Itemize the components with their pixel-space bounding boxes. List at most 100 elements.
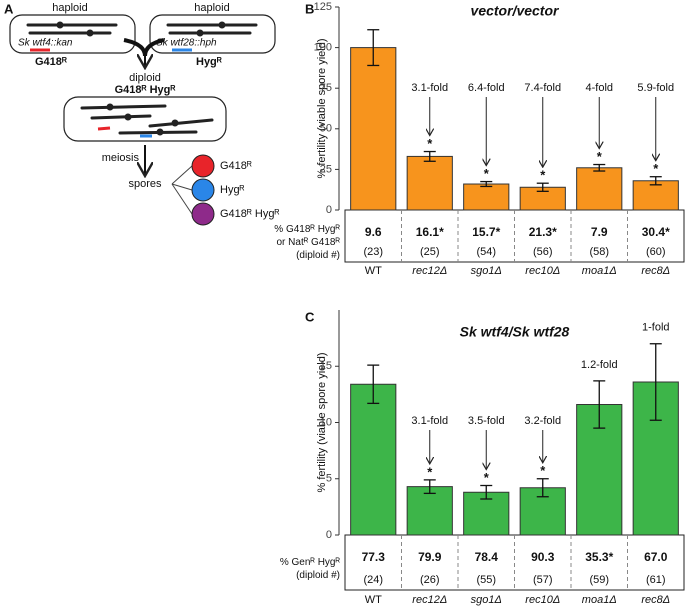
row-label: % Genᴿ Hygᴿ	[280, 557, 341, 568]
bar	[406, 486, 453, 536]
y-tick-label: 5	[326, 473, 332, 485]
row-label: (diploid #)	[296, 570, 340, 581]
table-count: (58)	[589, 246, 609, 258]
table-value: 79.9	[418, 550, 442, 564]
fold-label: 4-fold	[585, 82, 613, 94]
significance-star: *	[427, 136, 433, 151]
x-tick-label: WT	[365, 594, 382, 606]
step-label: meiosis	[102, 152, 140, 164]
diploid-markers: G418ᴿ Hygᴿ	[115, 84, 176, 96]
x-tick-label: rec10Δ	[525, 594, 560, 606]
fold-label: 3.5-fold	[468, 415, 505, 427]
significance-star: *	[597, 149, 603, 164]
table-value: 78.4	[475, 550, 499, 564]
cell-title: haploid	[194, 2, 229, 14]
fold-label: 3.1-fold	[411, 415, 448, 427]
table-count: (54)	[476, 246, 496, 258]
x-tick-label: moa1Δ	[582, 594, 617, 606]
diploid-title: diploid	[129, 72, 161, 84]
y-tick-label: 0	[326, 529, 332, 541]
legend-swatch	[191, 178, 215, 202]
bar	[576, 167, 623, 211]
y-tick-label: 100	[314, 42, 332, 54]
centromere	[106, 103, 114, 111]
table-count: (59)	[589, 574, 609, 586]
connector	[171, 165, 193, 185]
centromere	[124, 113, 132, 121]
table-value: 30.4*	[642, 225, 670, 239]
significance-star: *	[540, 463, 546, 478]
legend-label: G418ᴿ Hygᴿ	[220, 208, 279, 220]
y-tick-label: 10	[320, 416, 332, 428]
fold-label: 3.1-fold	[411, 82, 448, 94]
chromosome	[90, 114, 152, 120]
legend: G418ᴿ Hygᴿ G418ᴿ Hygᴿ	[191, 154, 279, 226]
fold-label: 3.2-fold	[524, 415, 561, 427]
fold-label: 6.4-fold	[468, 82, 505, 94]
table-count: (24)	[363, 574, 383, 586]
y-tick-label: 15	[320, 360, 332, 372]
x-tick-label: WT	[365, 265, 382, 277]
table-count: (57)	[533, 574, 553, 586]
significance-star: *	[427, 464, 433, 479]
diagram: A haploid Sk wtf4::kan G418ᴿ haploid Sk …	[4, 1, 279, 226]
table-value: 90.3	[531, 550, 555, 564]
bar	[350, 383, 397, 536]
bar	[406, 155, 453, 211]
marker-gene	[97, 126, 111, 131]
chromosome	[148, 118, 214, 128]
x-tick-label: rec12Δ	[412, 594, 447, 606]
marker-label: Hygᴿ	[196, 56, 222, 68]
row-label: or Natᴿ G418ᴿ	[277, 237, 341, 248]
significance-star: *	[484, 470, 490, 485]
table-count: (60)	[646, 246, 666, 258]
table-count: (26)	[420, 574, 440, 586]
table-count: (56)	[533, 246, 553, 258]
table-count: (55)	[476, 574, 496, 586]
fold-label: 1.2-fold	[581, 359, 618, 371]
table-count: (61)	[646, 574, 666, 586]
y-tick-label: 0	[326, 204, 332, 216]
gene-label: Sk wtf4::kan	[18, 38, 73, 49]
y-tick-label: 75	[320, 82, 332, 94]
legend-label: Hygᴿ	[220, 184, 245, 196]
significance-star: *	[484, 166, 490, 181]
centromere	[171, 119, 179, 127]
y-axis-label: % fertility (viable spore yield)	[316, 353, 328, 493]
bar	[463, 183, 510, 211]
legend-label: G418ᴿ	[220, 160, 252, 172]
x-tick-label: rec10Δ	[525, 265, 560, 277]
table-count: (23)	[363, 246, 383, 258]
fold-label: 1-fold	[642, 322, 670, 334]
x-tick-label: rec8Δ	[641, 265, 670, 277]
x-tick-label: sgo1Δ	[471, 594, 502, 606]
x-tick-label: moa1Δ	[582, 265, 617, 277]
bar	[350, 47, 397, 211]
marker-label: G418ᴿ	[35, 56, 67, 68]
cell-title: haploid	[52, 2, 87, 14]
connector	[171, 183, 193, 191]
chart-title: vector/vector	[471, 3, 560, 19]
panel-label: A	[4, 1, 14, 16]
gene-label: Sk wtf28::hph	[156, 38, 217, 49]
legend-swatch	[191, 202, 215, 226]
table-value: 16.1*	[416, 225, 444, 239]
connector	[171, 183, 193, 215]
table-value: 9.6	[365, 225, 382, 239]
chart-title: Sk wtf4/Sk wtf28	[460, 324, 570, 340]
table-value: 67.0	[644, 550, 668, 564]
y-tick-label: 25	[320, 163, 332, 175]
significance-star: *	[653, 161, 659, 176]
table-value: 21.3*	[529, 225, 557, 239]
x-tick-label: sgo1Δ	[471, 265, 502, 277]
table-count: (25)	[420, 246, 440, 258]
x-tick-label: rec8Δ	[641, 594, 670, 606]
table-value: 35.3*	[585, 550, 613, 564]
table-value: 77.3	[362, 550, 386, 564]
centromere	[56, 21, 64, 29]
fold-label: 5.9-fold	[637, 82, 674, 94]
y-tick-label: 50	[320, 123, 332, 135]
centromere	[196, 29, 204, 37]
